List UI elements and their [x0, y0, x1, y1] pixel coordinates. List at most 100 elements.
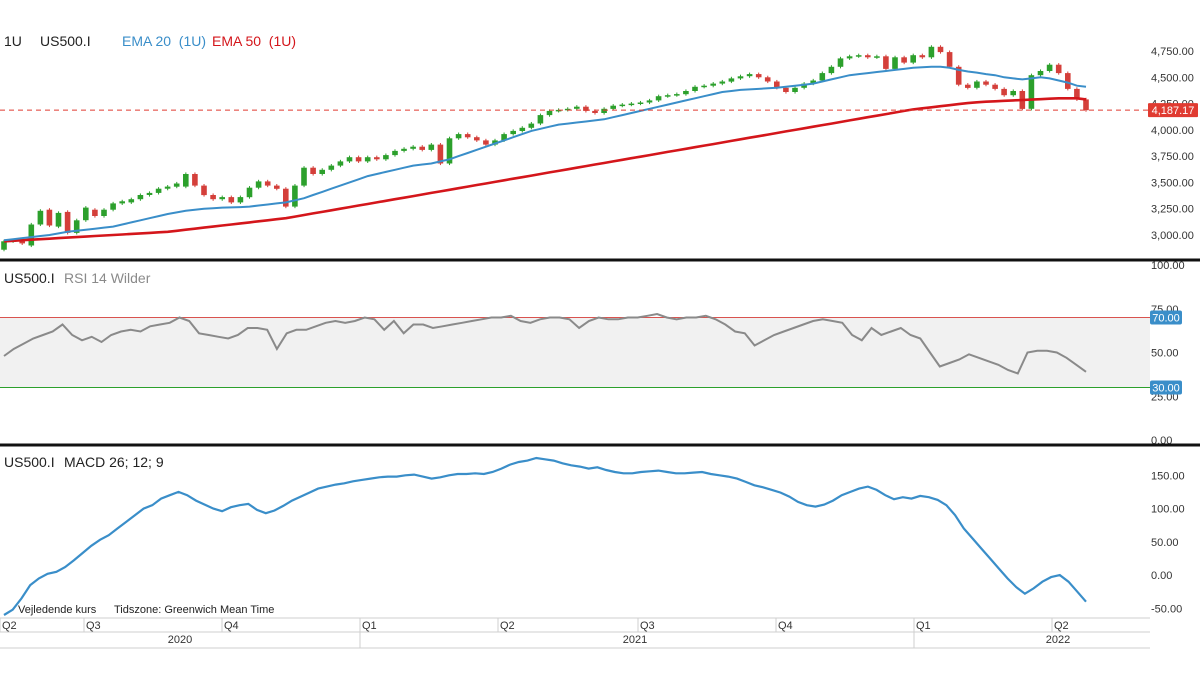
quarter-label: Q2 — [500, 620, 515, 632]
candle-up — [637, 102, 644, 104]
y-tick-label: 100.00 — [1151, 260, 1185, 272]
candle-up — [737, 76, 744, 79]
candle-down — [592, 110, 598, 113]
candle-up — [364, 157, 371, 162]
candle-down — [483, 140, 489, 145]
candle-down — [355, 157, 362, 162]
macd-y-axis: 150.00 100.00 50.00 0.00 -50.00 — [1151, 470, 1185, 615]
candle-up — [601, 108, 607, 113]
candle-down — [437, 144, 444, 164]
candle-up — [501, 134, 507, 141]
candle-down — [919, 55, 926, 58]
price-pane[interactable]: 4,750.004,500.004,250.004,000.003,750.00… — [0, 33, 1198, 252]
candle-up — [146, 192, 153, 195]
price-source-note: Vejledende kurs — [18, 604, 97, 616]
last-price-badge: 4,187.17 — [1148, 103, 1198, 118]
candle-up — [292, 185, 298, 207]
quarter-labels: Q2 Q3 Q4 Q1 Q2 Q3 Q4 Q1 Q2 — [0, 618, 1069, 632]
y-tick-label: 4,750.00 — [1151, 46, 1194, 58]
candle-up — [173, 183, 180, 187]
candle-down — [946, 52, 953, 67]
candle-up — [1028, 75, 1035, 109]
rsi-band — [0, 317, 1150, 388]
candle-down — [474, 137, 480, 141]
rsi-upper-badge: 70.00 — [1150, 310, 1182, 325]
candle-up — [446, 138, 453, 164]
candle-up — [546, 110, 553, 116]
quarter-label: Q3 — [640, 620, 655, 632]
candle-up — [537, 115, 544, 124]
candle-up — [392, 150, 398, 156]
candle-down — [19, 240, 25, 244]
candle-down — [310, 167, 316, 174]
y-tick-label: 0.00 — [1151, 570, 1172, 582]
candle-up — [137, 195, 144, 200]
candle-up — [246, 187, 253, 198]
candle-up — [1010, 91, 1016, 96]
candle-up — [610, 105, 616, 109]
interval-label[interactable]: 1U — [4, 33, 22, 49]
candle-up — [892, 57, 898, 69]
candle-down — [192, 174, 198, 186]
y-tick-label: -50.00 — [1151, 603, 1182, 615]
quarter-label: Q2 — [2, 620, 17, 632]
candle-up — [810, 80, 816, 84]
candle-down — [1083, 99, 1089, 111]
candle-down — [883, 56, 889, 69]
candle-down — [374, 157, 380, 160]
candle-down — [1001, 88, 1007, 96]
candle-up — [728, 78, 735, 82]
candle-down — [1055, 64, 1062, 74]
candle-up — [410, 146, 416, 149]
candle-up — [701, 85, 707, 88]
candle-up — [164, 186, 171, 189]
candle-up — [128, 199, 135, 203]
macd-line — [3, 456, 1087, 616]
candle-down — [865, 55, 871, 58]
y-tick-label: 4,000.00 — [1151, 125, 1194, 137]
ema20-legend[interactable]: EMA 20 (1U) — [122, 33, 206, 49]
candle-up — [837, 58, 844, 67]
candle-up — [746, 74, 753, 77]
candle-up — [510, 130, 516, 135]
price-symbol[interactable]: US500.I — [40, 33, 91, 49]
candle-up — [928, 46, 935, 58]
candle-up — [119, 201, 125, 204]
y-tick-label: 100.00 — [1151, 504, 1185, 516]
ema20-line — [3, 65, 1087, 242]
year-labels: 2020 2021 2022 — [168, 632, 1070, 648]
candle-up — [710, 83, 716, 86]
price-y-axis: 4,750.004,500.004,250.004,000.003,750.00… — [1151, 46, 1194, 242]
y-tick-label: 50.00 — [1151, 537, 1179, 549]
candle-up — [319, 169, 325, 174]
candle-up — [819, 73, 826, 81]
macd-title[interactable]: MACD 26; 12; 9 — [64, 454, 164, 470]
candle-down — [464, 134, 471, 138]
time-axis[interactable]: Q2 Q3 Q4 Q1 Q2 Q3 Q4 Q1 Q2 2020 2021 2022 — [0, 617, 1150, 649]
candle-up — [683, 91, 689, 95]
year-label: 2021 — [623, 634, 647, 646]
candle-up — [528, 123, 535, 128]
candle-up — [692, 86, 698, 91]
candle-up — [674, 94, 680, 96]
y-tick-label: 50.00 — [1151, 348, 1179, 360]
candle-up — [346, 157, 353, 162]
candle-down — [274, 185, 280, 189]
y-tick-label: 3,250.00 — [1151, 204, 1194, 216]
candle-up — [383, 155, 389, 160]
candle-down — [419, 146, 425, 150]
candle-up — [428, 144, 435, 150]
macd-symbol[interactable]: US500.I — [4, 454, 55, 470]
macd-pane[interactable]: 150.00 100.00 50.00 0.00 -50.00 US500.I MACD… — [3, 454, 1185, 616]
ema50-legend[interactable]: EMA 50 (1U) — [212, 33, 296, 49]
rsi-title[interactable]: RSI 14 Wilder — [64, 270, 151, 286]
rsi-symbol[interactable]: US500.I — [4, 270, 55, 286]
candle-up — [155, 188, 162, 193]
candle-up — [301, 167, 307, 186]
candle-down — [983, 81, 989, 85]
candle-down — [965, 84, 971, 88]
candle-up — [974, 81, 980, 88]
